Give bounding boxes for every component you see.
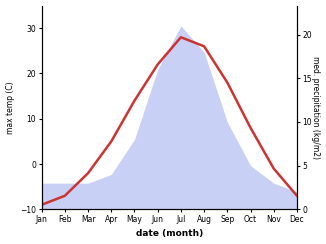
X-axis label: date (month): date (month) [136, 229, 203, 238]
Y-axis label: med. precipitation (kg/m2): med. precipitation (kg/m2) [311, 56, 320, 159]
Y-axis label: max temp (C): max temp (C) [6, 81, 15, 134]
